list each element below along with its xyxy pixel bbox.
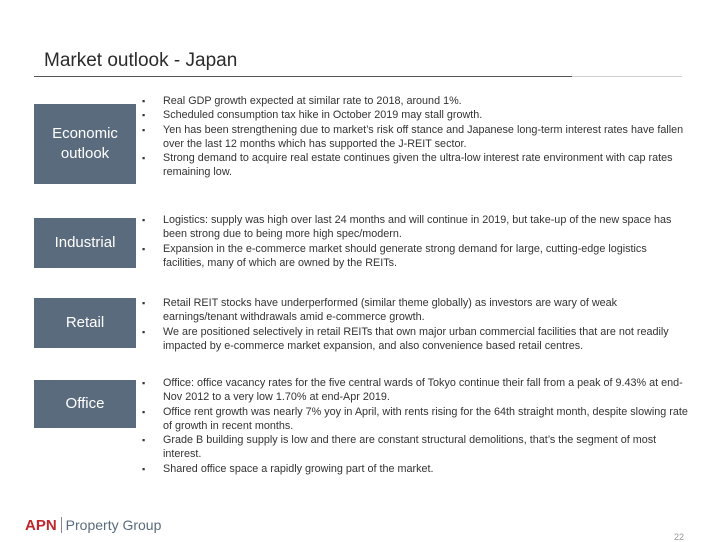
logo-divider [60, 517, 62, 533]
office-bullets: Office: office vacancy rates for the fiv… [142, 376, 690, 476]
list-item: Real GDP growth expected at similar rate… [142, 94, 690, 109]
retail-bullets: Retail REIT stocks have underperformed (… [142, 296, 690, 353]
list-item: Logistics: supply was high over last 24 … [142, 213, 690, 242]
list-item: Yen has been strengthening due to market… [142, 123, 690, 152]
list-item: Strong demand to acquire real estate con… [142, 151, 690, 180]
list-item: Grade B building supply is low and there… [142, 433, 690, 462]
list-item: Expansion in the e-commerce market shoul… [142, 242, 690, 271]
title-divider-extension [572, 76, 682, 77]
company-logo: APN Property Group [25, 514, 161, 536]
logo-apn: APN [25, 516, 57, 534]
list-item: Scheduled consumption tax hike in Octobe… [142, 108, 690, 123]
list-item: Office rent growth was nearly 7% yoy in … [142, 405, 690, 434]
section-label-office: Office [34, 380, 136, 428]
section-label-economic-outlook: Economic outlook [34, 104, 136, 184]
list-item: Retail REIT stocks have underperformed (… [142, 296, 690, 325]
list-item: Shared office space a rapidly growing pa… [142, 462, 690, 477]
section-label-retail: Retail [34, 298, 136, 348]
section-label-industrial: Industrial [34, 218, 136, 268]
title-divider [34, 76, 572, 77]
list-item: Office: office vacancy rates for the fiv… [142, 376, 690, 405]
logo-property-group: Property Group [65, 517, 162, 533]
list-item: We are positioned selectively in retail … [142, 325, 690, 354]
page-title: Market outlook - Japan [44, 50, 238, 71]
page-number: 22 [673, 532, 684, 542]
economic-outlook-bullets: Real GDP growth expected at similar rate… [142, 94, 690, 180]
industrial-bullets: Logistics: supply was high over last 24 … [142, 213, 690, 270]
